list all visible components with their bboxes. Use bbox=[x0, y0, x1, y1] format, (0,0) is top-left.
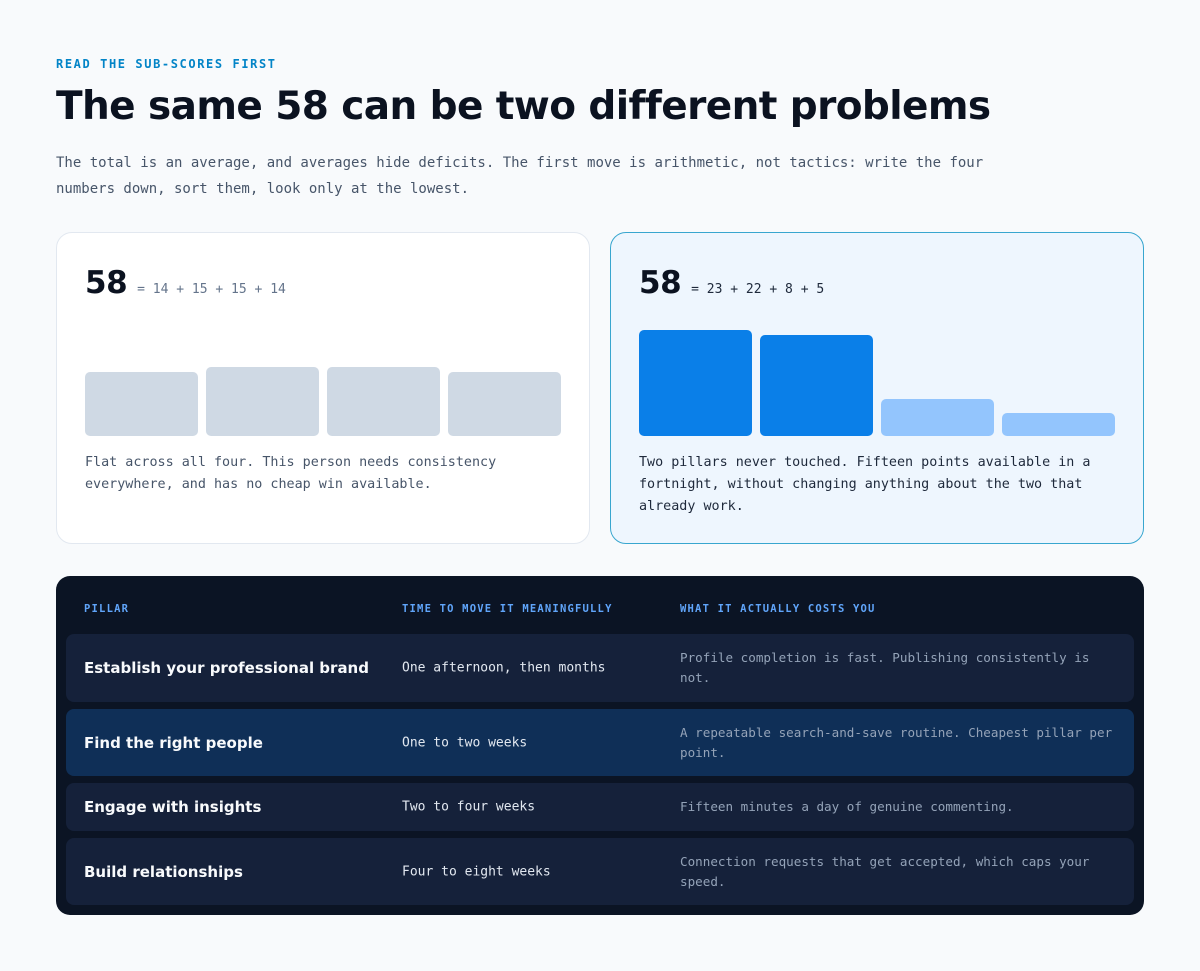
column-header-cost: WHAT IT ACTUALLY COSTS YOU bbox=[680, 603, 876, 615]
score-equation: = 14 + 15 + 15 + 14 bbox=[137, 282, 286, 297]
table-row: Establish your professional brand One af… bbox=[66, 634, 1134, 702]
card-caption: Flat across all four. This person needs … bbox=[85, 455, 497, 492]
lede: The total is an average, and averages hi… bbox=[56, 155, 984, 197]
sub-score-bar bbox=[85, 372, 198, 436]
sub-score-bar bbox=[206, 367, 319, 436]
table-row: Engage with insights Two to four weeks F… bbox=[66, 783, 1134, 831]
pillar-cost: Fifteen minutes a day of genuine comment… bbox=[680, 799, 1014, 814]
pillar-table: PILLAR TIME TO MOVE IT MEANINGFULLY WHAT… bbox=[56, 576, 1144, 915]
table-row: Build relationships Four to eight weeks … bbox=[66, 838, 1134, 905]
score-line: 58 = 14 + 15 + 15 + 14 bbox=[85, 265, 286, 301]
card-caption: Two pillars never touched. Fifteen point… bbox=[639, 455, 1091, 514]
eyebrow: READ THE SUB-SCORES FIRST bbox=[56, 57, 277, 71]
pillar-time: One to two weeks bbox=[402, 735, 528, 750]
pillar-cost: A repeatable search-and-save routine. Ch… bbox=[680, 724, 1113, 760]
score-total: 58 bbox=[639, 265, 682, 301]
pillar-name: Establish your professional brand bbox=[84, 659, 369, 677]
pillar-time: Two to four weeks bbox=[402, 799, 536, 815]
pillar-name: Engage with insights bbox=[84, 798, 262, 816]
sub-score-bar bbox=[327, 367, 440, 436]
table-row-highlighted: Find the right people One to two weeks A… bbox=[66, 709, 1134, 776]
column-header-pillar: PILLAR bbox=[84, 603, 130, 615]
score-equation: = 23 + 22 + 8 + 5 bbox=[691, 282, 825, 297]
score-total: 58 bbox=[85, 265, 128, 301]
sub-score-bar bbox=[881, 399, 994, 436]
score-card-flat: 58 = 14 + 15 + 15 + 14 Flat across all f… bbox=[56, 232, 590, 544]
sub-score-bar bbox=[760, 335, 873, 436]
score-card-lopsided: 58 = 23 + 22 + 8 + 5 Two pillars never t… bbox=[610, 232, 1144, 544]
pillar-name: Build relationships bbox=[84, 862, 243, 881]
pillar-name: Find the right people bbox=[84, 733, 263, 752]
sub-score-bar bbox=[448, 372, 561, 436]
pillar-time: One afternoon, then months bbox=[402, 660, 606, 676]
sub-score-bar bbox=[639, 330, 752, 436]
pillar-time: Four to eight weeks bbox=[402, 864, 551, 879]
pillar-cost: Connection requests that get accepted, w… bbox=[680, 853, 1090, 889]
column-header-time: TIME TO MOVE IT MEANINGFULLY bbox=[402, 603, 613, 615]
sub-score-bars bbox=[85, 315, 561, 436]
sub-score-bars bbox=[639, 315, 1115, 436]
score-line: 58 = 23 + 22 + 8 + 5 bbox=[639, 265, 824, 301]
sub-score-bar bbox=[1002, 413, 1115, 436]
pillar-cost: Profile completion is fast. Publishing c… bbox=[680, 650, 1090, 685]
page-title: The same 58 can be two different problem… bbox=[56, 84, 991, 129]
